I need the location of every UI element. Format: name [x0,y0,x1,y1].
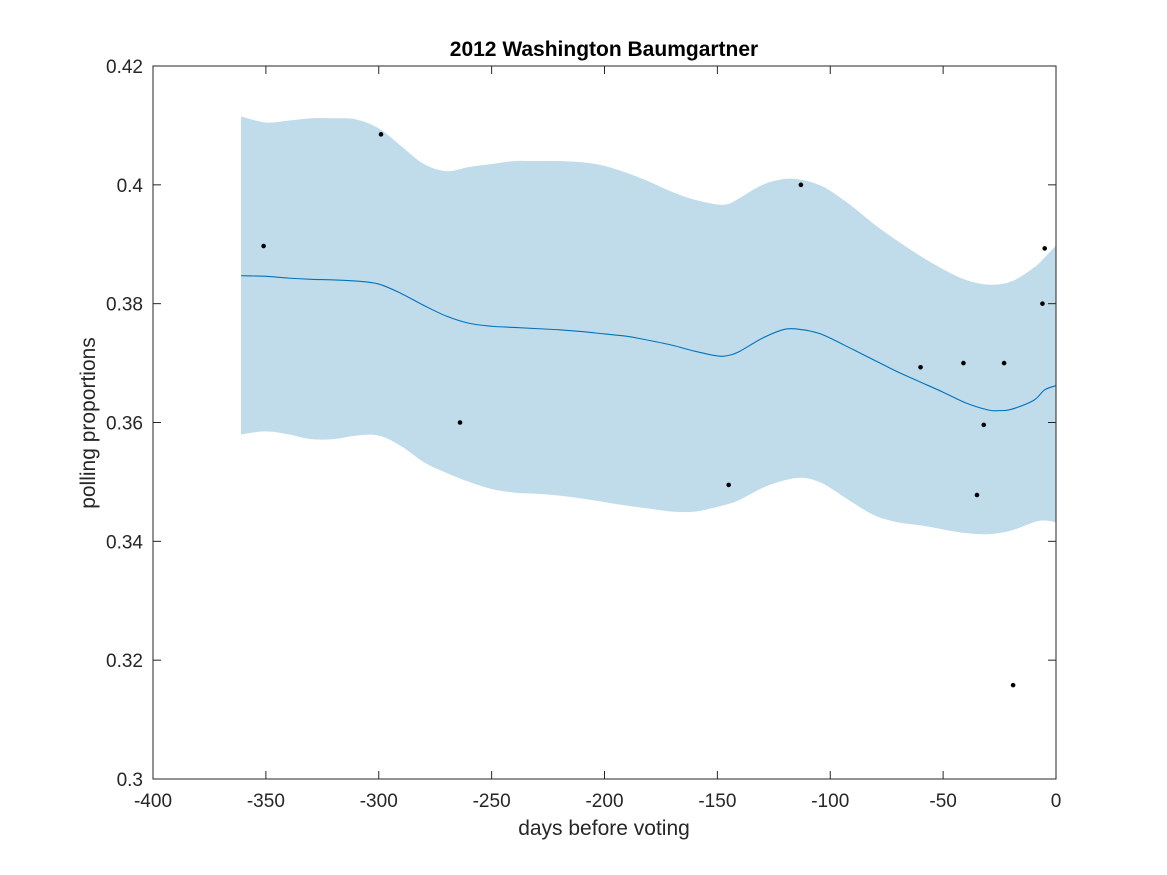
y-tick-label: 0.4 [117,176,144,197]
data-point [798,182,804,188]
data-point [457,420,463,425]
confidence-band-layer [241,116,1057,535]
x-axis-label: days before voting [518,817,690,840]
x-tick-label: -250 [473,791,511,812]
x-tick-label: 0 [1051,791,1062,812]
mean-series-line [241,275,1057,412]
y-axis-label: polling proportions [77,337,100,509]
data-point [378,132,384,137]
mean-line-layer [241,275,1057,412]
data-point [961,360,966,366]
x-tick-label: -300 [360,791,398,812]
data-point [261,243,266,249]
chart-title: 2012 Washington Baumgartner [450,38,758,61]
data-point [974,492,980,498]
x-tick-label: -400 [134,791,172,812]
data-point [1040,301,1045,306]
x-tick-label: -100 [811,791,849,812]
data-point [726,482,731,488]
y-tick-label: 0.34 [106,532,143,553]
y-tick-label: 0.38 [106,295,143,316]
x-tick-label: -150 [698,791,736,812]
data-point [1010,682,1016,688]
y-tick-label: 0.36 [106,414,143,435]
data-point [918,364,923,370]
ticks-layer: -400 -350 -300 -250 -200 -150 -100 -50 0 0.3 0.32 0… [106,57,1061,812]
y-tick-label: 0.32 [106,651,143,672]
y-tick-label: 0.42 [106,57,143,78]
confidence-band [241,116,1057,535]
y-tick-label: 0.3 [117,770,143,791]
x-tick-label: -200 [585,791,623,812]
data-point [1001,360,1007,366]
x-tick-label: -50 [929,791,956,812]
data-point [1042,246,1048,251]
x-tick-label: -350 [247,791,285,812]
data-point [981,422,987,428]
data-points-layer [261,132,1048,688]
